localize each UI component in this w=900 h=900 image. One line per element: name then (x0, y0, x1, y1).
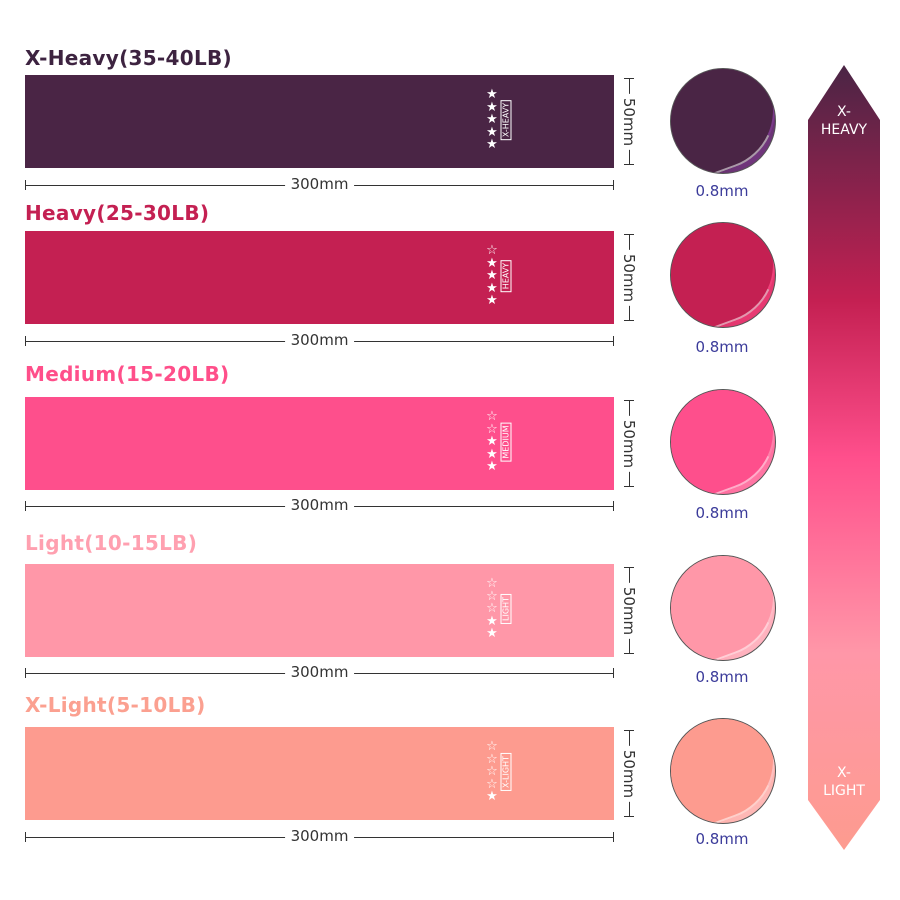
star-empty-icon: ☆ (486, 776, 498, 792)
star-filled-icon: ★ (486, 626, 498, 641)
width-dimension: 50mm (620, 564, 638, 657)
band-swatch: ☆ ☆ ☆ ☆ ★ X-LIGHT (25, 727, 614, 820)
star-filled-icon: ★ (486, 112, 498, 127)
thickness-closeup (670, 718, 776, 824)
star-filled-icon: ★ (486, 459, 498, 474)
star-filled-icon: ★ (486, 789, 498, 804)
thickness-closeup (670, 555, 776, 661)
band-swatch: ★ ★ ★ ★ ★ X-HEAVY (25, 75, 614, 168)
thickness-label: 0.8mm (695, 668, 749, 686)
thickness-closeup (670, 389, 776, 495)
length-label: 300mm (284, 175, 355, 193)
length-label: 300mm (284, 496, 355, 514)
scale-top-line2: HEAVY (820, 122, 868, 138)
star-empty-icon: ☆ (486, 409, 498, 424)
width-label: 50mm (620, 582, 638, 639)
star-filled-icon: ★ (486, 137, 498, 152)
scale-bottom-line2: LIGHT (823, 783, 865, 799)
band-swatch: ☆ ☆ ☆ ★ ★ LIGHT (25, 564, 614, 657)
width-dimension: 50mm (620, 397, 638, 490)
length-label: 300mm (284, 663, 355, 681)
level-label: HEAVY (500, 259, 512, 293)
thickness-closeup (670, 68, 776, 174)
rating-stars: ☆ ★ ★ ★ ★ (485, 243, 499, 308)
star-empty-icon: ☆ (486, 601, 498, 616)
band-title: X-Heavy(35-40LB) (25, 46, 232, 70)
level-tag: MEDIUM (499, 417, 513, 467)
scale-top-label: X- HEAVY (808, 103, 880, 139)
width-dimension: 50mm (620, 75, 638, 168)
star-filled-icon: ★ (486, 255, 498, 271)
star-empty-icon: ☆ (486, 751, 498, 767)
star-filled-icon: ★ (486, 293, 498, 308)
thickness-label: 0.8mm (695, 504, 749, 522)
length-label: 300mm (284, 827, 355, 845)
star-empty-icon: ☆ (486, 764, 498, 779)
length-dimension: 300mm (25, 663, 614, 681)
level-tag: LIGHT (499, 584, 513, 634)
scale-top-line1: X- (837, 104, 851, 120)
length-dimension: 300mm (25, 496, 614, 514)
star-empty-icon: ☆ (486, 243, 498, 258)
star-filled-icon: ★ (486, 446, 498, 462)
band-title: Heavy(25-30LB) (25, 201, 210, 225)
star-empty-icon: ☆ (486, 576, 498, 591)
resistance-scale-arrow (808, 65, 880, 850)
rating-stars: ☆ ☆ ☆ ☆ ★ (485, 739, 499, 804)
thickness-label: 0.8mm (695, 338, 749, 356)
star-empty-icon: ☆ (486, 739, 498, 754)
band-swatch: ☆ ★ ★ ★ ★ HEAVY (25, 231, 614, 324)
band-title: Medium(15-20LB) (25, 362, 230, 386)
thickness-label: 0.8mm (695, 182, 749, 200)
level-label: X-LIGHT (500, 753, 512, 791)
length-dimension: 300mm (25, 827, 614, 845)
level-label: X-HEAVY (500, 99, 512, 141)
width-label: 50mm (620, 745, 638, 802)
width-label: 50mm (620, 415, 638, 472)
band-title: Light(10-15LB) (25, 531, 198, 555)
scale-bottom-line1: X- (837, 765, 851, 781)
level-tag: X-HEAVY (499, 95, 513, 145)
width-dimension: 50mm (620, 231, 638, 324)
rating-stars: ☆ ☆ ☆ ★ ★ (485, 576, 499, 641)
width-label: 50mm (620, 249, 638, 306)
rating-stars: ★ ★ ★ ★ ★ (485, 87, 499, 152)
length-dimension: 300mm (25, 175, 614, 193)
star-filled-icon: ★ (486, 268, 498, 283)
level-tag: HEAVY (499, 251, 513, 301)
length-label: 300mm (284, 331, 355, 349)
thickness-label: 0.8mm (695, 830, 749, 848)
star-filled-icon: ★ (486, 613, 498, 629)
thickness-closeup (670, 222, 776, 328)
level-label: LIGHT (500, 594, 512, 624)
star-filled-icon: ★ (486, 87, 498, 102)
length-dimension: 300mm (25, 331, 614, 349)
star-filled-icon: ★ (486, 124, 498, 140)
star-filled-icon: ★ (486, 99, 498, 115)
star-empty-icon: ☆ (486, 588, 498, 604)
level-tag: X-LIGHT (499, 747, 513, 797)
level-label: MEDIUM (500, 422, 512, 462)
band-swatch: ☆ ☆ ★ ★ ★ MEDIUM (25, 397, 614, 490)
star-empty-icon: ☆ (486, 421, 498, 437)
star-filled-icon: ★ (486, 434, 498, 449)
scale-bottom-label: X- LIGHT (808, 764, 880, 800)
band-title: X-Light(5-10LB) (25, 693, 206, 717)
width-label: 50mm (620, 93, 638, 150)
width-dimension: 50mm (620, 727, 638, 820)
star-filled-icon: ★ (486, 280, 498, 296)
rating-stars: ☆ ☆ ★ ★ ★ (485, 409, 499, 474)
